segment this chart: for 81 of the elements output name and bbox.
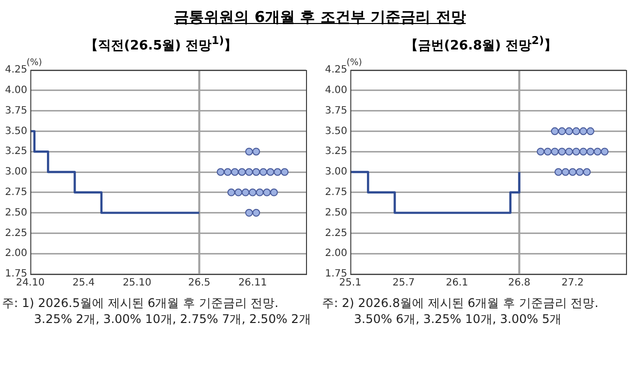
- point: [579, 127, 588, 136]
- point: [550, 127, 559, 136]
- point: [238, 168, 246, 176]
- y-tick-label: 3.00: [325, 166, 348, 178]
- x-tick-label: 26.1: [446, 278, 468, 289]
- chart-subtitle: 【직전(26.5월) 전망$^{1)}$】: [84, 34, 238, 56]
- point: [256, 188, 264, 196]
- point: [245, 208, 253, 217]
- point: [536, 148, 545, 156]
- text: 3.25% 2개, 3.00% 10개, 2.75% 7개, 2.50% 2개: [33, 311, 312, 327]
- x-tick-label: 25.10: [122, 278, 152, 289]
- y-tick-label: 2.00: [5, 248, 28, 260]
- point: [252, 148, 260, 156]
- point: [274, 168, 282, 176]
- y-tick-label: 2.50: [325, 207, 348, 218]
- point: [234, 188, 242, 196]
- point: [262, 188, 271, 196]
- point: [579, 148, 588, 156]
- y-tick-label: 2.25: [325, 228, 348, 239]
- y-tick-label: 3.50: [5, 126, 28, 137]
- x-tick-label: 25.7: [392, 278, 415, 289]
- point: [270, 188, 278, 196]
- point: [252, 168, 260, 176]
- y-axis-title: (%): [346, 58, 362, 68]
- y-tick-label: 4.00: [5, 84, 28, 96]
- text: 주: 2) 2026.8월에 제시된 6개월 후 기준금리 전망.: [322, 295, 600, 311]
- x-tick-label: 26.8: [508, 278, 530, 289]
- y-tick-label: 3.75: [5, 105, 28, 116]
- point: [224, 168, 232, 176]
- y-tick-label: 4.25: [5, 64, 28, 76]
- point: [550, 148, 559, 156]
- point: [248, 188, 257, 196]
- point: [568, 168, 577, 176]
- y-tick-label: 2.75: [5, 186, 28, 198]
- y-tick-label: 3.00: [5, 166, 28, 178]
- x-tick-label: 26.11: [238, 278, 267, 289]
- y-tick-label: 2.00: [325, 248, 348, 260]
- point: [576, 168, 584, 176]
- y-tick-label: 3.75: [325, 105, 348, 116]
- point: [252, 208, 260, 217]
- x-tick-label: 27.2: [562, 278, 584, 289]
- y-tick-label: 3.25: [5, 146, 28, 158]
- point: [280, 168, 289, 176]
- y-tick-label: 3.50: [325, 126, 348, 137]
- point: [266, 168, 274, 176]
- point: [242, 188, 250, 196]
- point: [259, 168, 268, 176]
- x-tick-label: 25.1: [339, 278, 362, 289]
- x-tick-label: 25.4: [72, 278, 95, 289]
- point: [565, 127, 573, 136]
- point: [600, 148, 609, 156]
- point: [582, 168, 591, 176]
- point: [245, 168, 253, 176]
- point: [544, 148, 552, 156]
- point: [227, 188, 236, 196]
- point: [558, 148, 566, 156]
- point: [586, 127, 594, 136]
- point: [565, 148, 573, 156]
- point: [572, 148, 580, 156]
- chart-title: 금통위원의 6개월 후 조건부 기준금리 전망: [174, 8, 466, 26]
- y-tick-label: 4.00: [325, 84, 348, 96]
- y-tick-label: 4.25: [325, 64, 348, 76]
- y-tick-label: 2.25: [5, 228, 28, 239]
- y-tick-label: 3.25: [325, 146, 348, 158]
- y-tick-label: 2.50: [5, 207, 28, 218]
- chart-subtitle: 【금번(26.8월) 전망$^{2)}$】: [404, 34, 558, 56]
- text: 3.50% 6개, 3.25% 10개, 3.00% 5개: [353, 311, 563, 327]
- point: [230, 168, 239, 176]
- point: [554, 168, 562, 176]
- point: [558, 127, 566, 136]
- point: [572, 127, 580, 136]
- point: [216, 168, 225, 176]
- x-tick-label: 24.10: [16, 278, 45, 289]
- y-axis-title: (%): [26, 58, 42, 68]
- point: [586, 148, 594, 156]
- point: [562, 168, 570, 176]
- point: [594, 148, 602, 156]
- x-tick-label: 26.5: [188, 278, 210, 289]
- text: 주: 1) 2026.5월에 제시된 6개월 후 기준금리 전망.: [2, 295, 280, 311]
- point: [245, 148, 253, 156]
- y-tick-label: 2.75: [325, 186, 348, 198]
